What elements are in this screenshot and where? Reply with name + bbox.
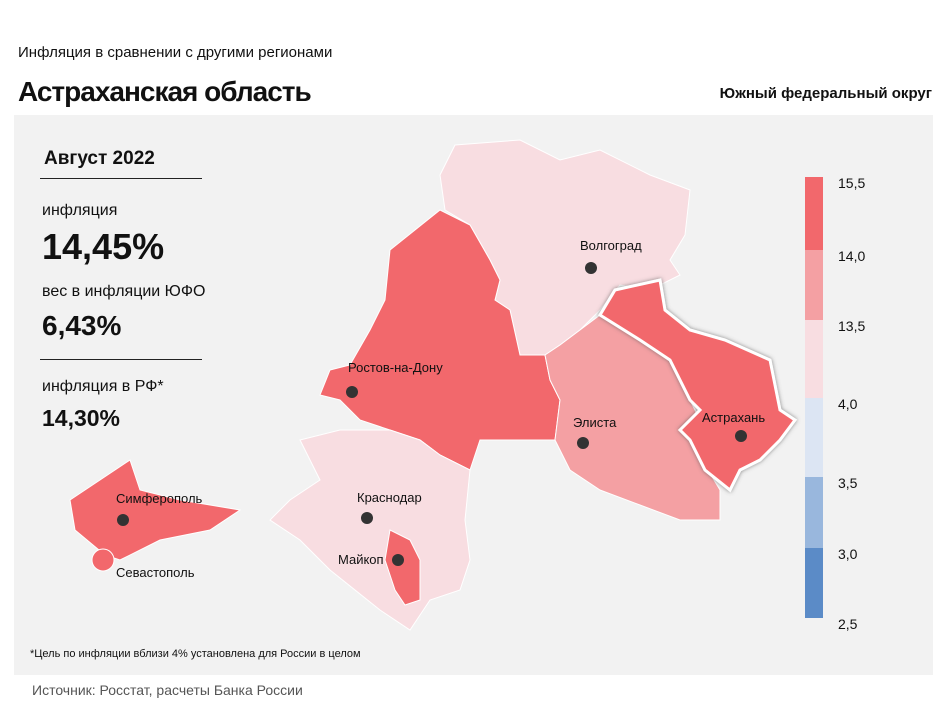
divider xyxy=(40,359,202,360)
city-label: Элиста xyxy=(573,415,617,430)
inflation-label: инфляция xyxy=(42,202,118,219)
city-marker xyxy=(361,512,373,524)
city-label: Симферополь xyxy=(116,491,203,506)
legend-swatch xyxy=(805,250,823,320)
district-label: Южный федеральный округ xyxy=(719,85,932,102)
legend-tick-label: 4,0 xyxy=(838,396,858,412)
region-crimea[interactable] xyxy=(69,459,242,561)
period-label: Август 2022 xyxy=(44,148,155,169)
legend-swatch xyxy=(805,177,823,250)
legend-tick-label: 14,0 xyxy=(838,248,866,264)
city-marker xyxy=(735,430,747,442)
legend-tick-label: 3,0 xyxy=(838,546,858,562)
city-label: Краснодар xyxy=(357,490,422,505)
footnote: *Цель по инфляции вблизи 4% установлена … xyxy=(30,648,361,660)
weight-value: 6,43% xyxy=(42,310,122,341)
city-marker xyxy=(577,437,589,449)
legend-tick-label: 3,5 xyxy=(838,475,858,491)
inflation-value: 14,45% xyxy=(42,226,165,267)
legend-swatch xyxy=(805,477,823,548)
city-label: Астрахань xyxy=(702,410,765,425)
city-marker xyxy=(585,262,597,274)
legend-tick-label: 13,5 xyxy=(838,318,866,334)
page-title: Астраханская область xyxy=(18,76,312,107)
city-marker xyxy=(346,386,358,398)
legend-swatch xyxy=(805,548,823,618)
legend-swatch xyxy=(805,320,823,398)
divider xyxy=(40,178,202,179)
city-marker xyxy=(117,514,129,526)
city-label: Волгоград xyxy=(580,238,642,253)
city-marker xyxy=(392,554,404,566)
region-adygea[interactable] xyxy=(384,529,421,606)
weight-label: вес в инфляции ЮФО xyxy=(42,283,206,300)
region-rostov[interactable] xyxy=(319,209,561,471)
rf-inflation-value: 14,30% xyxy=(42,405,121,431)
city-label: Ростов-на-Дону xyxy=(348,360,443,375)
region-sevastopol[interactable] xyxy=(91,548,115,572)
city-label: Севастополь xyxy=(116,565,195,580)
city-label: Майкоп xyxy=(338,552,384,567)
source-note: Источник: Росстат, расчеты Банка России xyxy=(32,682,303,698)
rf-inflation-label: инфляция в РФ* xyxy=(42,378,164,395)
subtitle: Инфляция в сравнении с другими регионами xyxy=(18,44,333,61)
region-krasnodar[interactable] xyxy=(269,429,471,631)
legend-tick-label: 15,5 xyxy=(838,175,866,191)
legend-swatch xyxy=(805,398,823,477)
legend-tick-label: 2,5 xyxy=(838,616,858,632)
